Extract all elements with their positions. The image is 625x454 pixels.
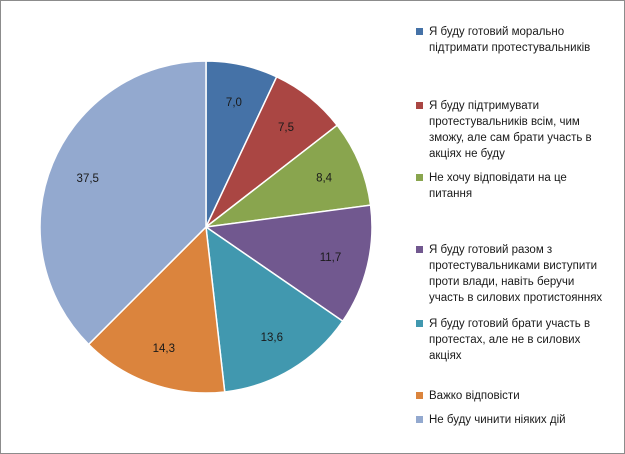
pie-slice-2 [203,124,372,229]
legend-label-1: Я буду підтримувати протестувальників вс… [429,100,592,160]
legend-swatch-1 [416,102,423,109]
pie-slice-4 [205,225,344,393]
legend-label-3: Я буду готовий разом з протестувальникам… [429,244,603,304]
pie-data-label-6: 37,5 [77,173,99,185]
legend-swatch-2 [416,174,423,181]
legend-swatch-6 [416,416,423,423]
legend-label-6: Не буду чинити ніяких дій [429,414,566,426]
pie-data-label-4: 13,6 [261,332,283,344]
pie-data-label-0: 7,0 [226,97,242,109]
legend-label-0: Я буду готовий морально підтримати проте… [429,26,591,54]
pie-slice-5 [87,225,226,394]
pie-slice-6 [39,60,207,346]
legend-label-4: Я буду готовий брати участь в протестах,… [429,318,591,362]
legend-swatch-5 [416,392,423,399]
pie-slice-3 [203,204,373,323]
legend-swatch-0 [416,28,423,35]
legend-label-2: Не хочу відповідати на це питання [429,172,567,200]
legend: Я буду готовий морально підтримати проте… [416,0,616,454]
pie-data-label-5: 14,3 [153,343,175,355]
pie-data-label-2: 8,4 [316,173,333,185]
legend-swatch-3 [416,246,423,253]
legend-label-5: Важко відповісти [429,390,520,402]
pie-data-label-3: 11,7 [320,252,342,264]
legend-swatch-4 [416,320,423,327]
pie-data-label-1: 7,5 [278,122,294,134]
